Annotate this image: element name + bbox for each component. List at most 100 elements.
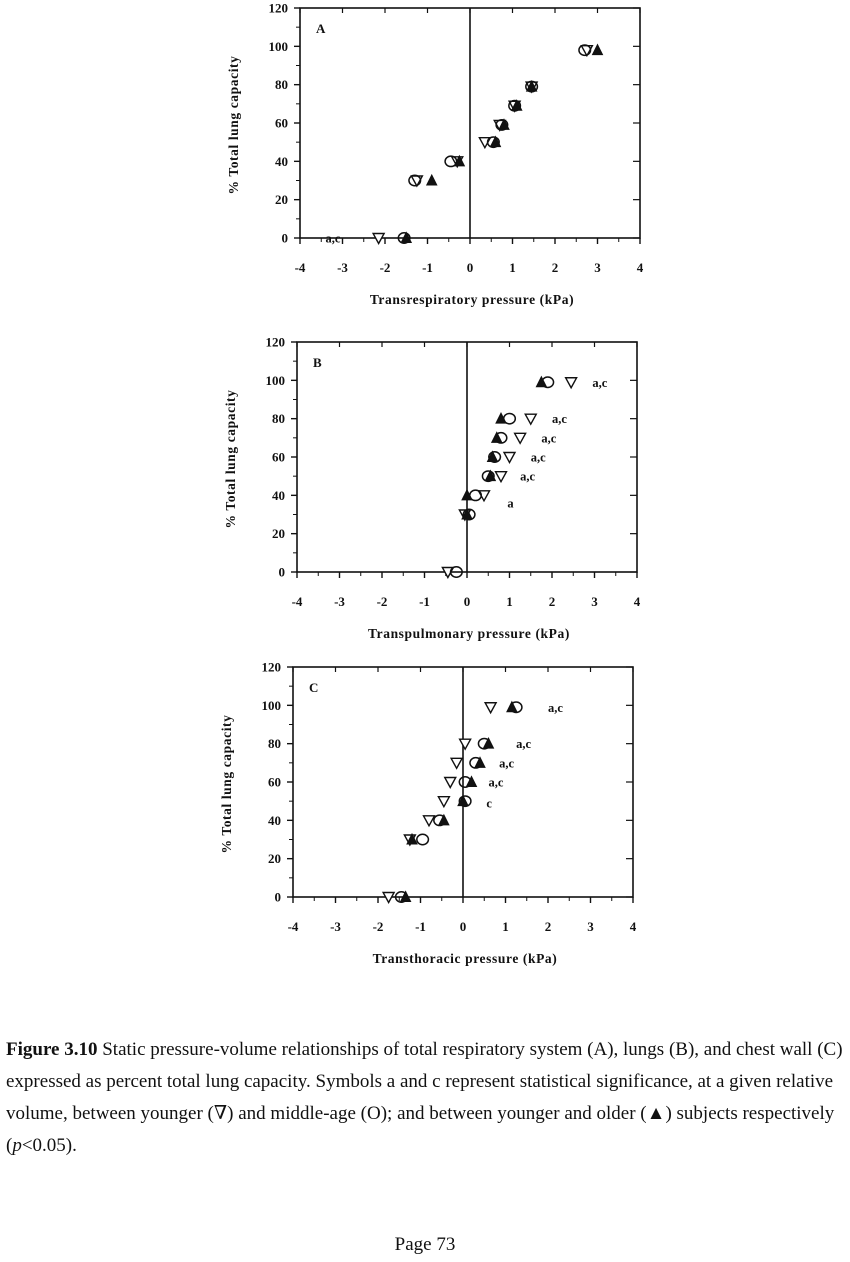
panel-c: 0 20 40 60 80 100 120 -4 -3 -2 -1 0 1 2 3 4 Transthoraci…: [219, 660, 637, 967]
middle-age-data-point: [397, 232, 411, 244]
younger-data-point: [437, 795, 451, 809]
x-tick-label: 4: [637, 260, 644, 275]
y-tick-label: 0: [282, 231, 289, 246]
x-tick-label: 2: [552, 260, 559, 275]
caption-text-4: ) subjects respectively (: [6, 1103, 835, 1156]
caption-text-1: Static pressure-volume relationships of …: [6, 1039, 843, 1124]
y-tick-label: 120: [262, 660, 282, 675]
younger-data-point: [524, 413, 538, 426]
y-tick-label: 60: [272, 450, 285, 465]
y-tick-label: 0: [275, 890, 282, 905]
x-tick-label: 3: [594, 260, 601, 275]
older-data-point: [506, 700, 518, 713]
x-tick-label: 3: [591, 594, 598, 609]
x-tick-label: -3: [337, 260, 348, 275]
y-tick-label: 100: [262, 698, 282, 713]
panel-label: C: [309, 680, 318, 695]
y-tick-label: 0: [279, 565, 286, 580]
significance-annotation: a,c: [541, 431, 556, 445]
x-tick-label: -2: [377, 594, 388, 609]
y-tick-label: 120: [266, 335, 286, 350]
y-axis-label: % Total lung capacity: [223, 390, 238, 529]
younger-data-point: [443, 776, 457, 789]
x-tick-label: 2: [549, 594, 556, 609]
middle-age-data-point: [449, 566, 463, 578]
page-number: Page 73: [394, 1234, 456, 1255]
x-tick-label: 0: [467, 260, 474, 275]
significance-annotation: a,c: [516, 737, 531, 751]
middle-age-data-point: [462, 508, 476, 521]
older-data-point: [498, 118, 510, 130]
middle-age-data-point: [416, 833, 430, 846]
significance-annotation: a,c: [499, 756, 514, 770]
x-tick-label: -4: [288, 919, 299, 934]
y-tick-label: 60: [275, 116, 288, 131]
x-tick-label: -1: [419, 594, 430, 609]
y-tick-label: 20: [272, 526, 285, 541]
y-tick-label: 100: [266, 373, 286, 388]
y-tick-label: 20: [268, 851, 281, 866]
x-tick-label: 1: [506, 594, 513, 609]
panel-b: 0 20 40 60 80 100 120 -4 -3 -2 -1 0 1 2 3 4 Transpulmona…: [223, 335, 641, 642]
younger-data-point: [449, 757, 464, 770]
y-tick-label: 40: [272, 488, 285, 503]
significance-annotation: a,c: [520, 470, 535, 484]
y-tick-label: 120: [269, 1, 289, 16]
caption-symbol-middle-age: O: [366, 1103, 381, 1124]
x-axis-label: Transrespiratory pressure (kPa): [370, 292, 574, 307]
older-data-point: [399, 890, 412, 902]
older-data-point: [591, 43, 604, 56]
x-tick-label: 2: [545, 919, 552, 934]
x-tick-label: 0: [464, 594, 471, 609]
y-tick-label: 40: [275, 154, 288, 169]
y-tick-label: 100: [269, 39, 289, 54]
significance-annotation: a,c: [326, 232, 341, 246]
caption-label: Figure 3.10: [6, 1039, 98, 1060]
x-tick-label: -1: [415, 919, 426, 934]
middle-age-data-point: [508, 99, 522, 112]
y-tick-label: 80: [268, 736, 281, 751]
younger-data-point: [371, 232, 386, 245]
significance-annotation: a,c: [552, 412, 567, 426]
younger-data-point: [422, 815, 436, 828]
older-data-point: [484, 469, 497, 482]
younger-data-point: [381, 891, 396, 904]
significance-annotation: a,c: [592, 376, 607, 390]
y-tick-label: 80: [272, 411, 285, 426]
middle-age-data-point: [495, 118, 509, 131]
x-axis-label: Transpulmonary pressure (kPa): [368, 626, 570, 641]
y-tick-label: 60: [268, 775, 281, 790]
y-tick-label: 20: [275, 192, 288, 207]
caption-text-3: ); and between younger and older (: [380, 1103, 647, 1124]
older-data-point: [495, 412, 507, 424]
younger-data-point: [513, 432, 527, 445]
older-data-point: [490, 431, 503, 443]
y-tick-label: 40: [268, 813, 281, 828]
older-data-point: [461, 507, 473, 520]
older-data-point: [489, 135, 502, 148]
x-tick-label: -2: [373, 919, 384, 934]
y-axis-label: % Total lung capacity: [219, 715, 234, 854]
x-tick-label: 4: [634, 594, 641, 609]
older-data-point: [457, 794, 469, 807]
x-tick-label: 3: [587, 919, 594, 934]
middle-age-data-point: [486, 136, 500, 149]
x-tick-label: -4: [292, 594, 303, 609]
older-data-point: [525, 79, 538, 92]
y-tick-label: 80: [275, 77, 288, 92]
caption-symbol-older: ▲: [646, 1103, 666, 1124]
figure-caption: Figure 3.10 Static pressure-volume relat…: [6, 1034, 848, 1162]
younger-data-point: [494, 470, 508, 484]
older-data-point: [465, 775, 478, 787]
younger-data-point: [458, 738, 472, 751]
caption-symbol-younger: ∇: [213, 1103, 228, 1124]
caption-text-2: ) and middle-age (: [227, 1103, 367, 1124]
panel-a: 0 20 40 60 80 100 120 -4 -3 -2 -1 0 1 2 3 4 Transrespira…: [226, 1, 644, 308]
caption-p-symbol: p: [12, 1135, 22, 1156]
significance-annotation: a: [507, 497, 514, 511]
middle-age-data-point: [458, 795, 472, 808]
older-data-point: [474, 756, 486, 768]
older-data-point: [438, 813, 450, 826]
older-data-point: [486, 450, 499, 462]
